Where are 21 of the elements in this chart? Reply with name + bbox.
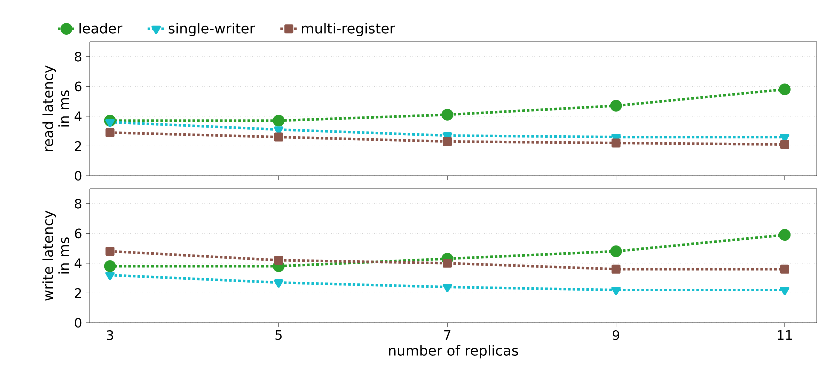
y-tick-label: 0 bbox=[75, 318, 82, 328]
x-tick-label: 11 bbox=[778, 330, 792, 340]
y-tick-label: 4 bbox=[74, 112, 82, 122]
y-tick-label: 8 bbox=[75, 198, 82, 209]
y-tick-label: 2 bbox=[75, 141, 82, 152]
legend-label: multi-register bbox=[302, 23, 396, 37]
x-tick-label: 3 bbox=[107, 330, 114, 340]
y-tick-label: 4 bbox=[74, 258, 82, 268]
x-tick-label: 9 bbox=[612, 330, 620, 340]
x-tick-label: 7 bbox=[444, 330, 451, 340]
y-axis-title: write latency in ms bbox=[42, 210, 70, 301]
y-axis-title: read latency in ms bbox=[42, 66, 70, 152]
y-tick-label: 8 bbox=[75, 52, 82, 62]
y-tick-label: 6 bbox=[75, 228, 82, 239]
y-tick-label: 6 bbox=[75, 82, 82, 92]
legend-label: single-writer bbox=[168, 23, 256, 37]
legend-label: leader bbox=[80, 23, 123, 34]
x-tick-label: 5 bbox=[276, 330, 282, 340]
y-tick-label: 0 bbox=[75, 171, 82, 181]
y-tick-label: 2 bbox=[75, 288, 82, 298]
x-axis-title: number of replicas bbox=[389, 345, 518, 359]
